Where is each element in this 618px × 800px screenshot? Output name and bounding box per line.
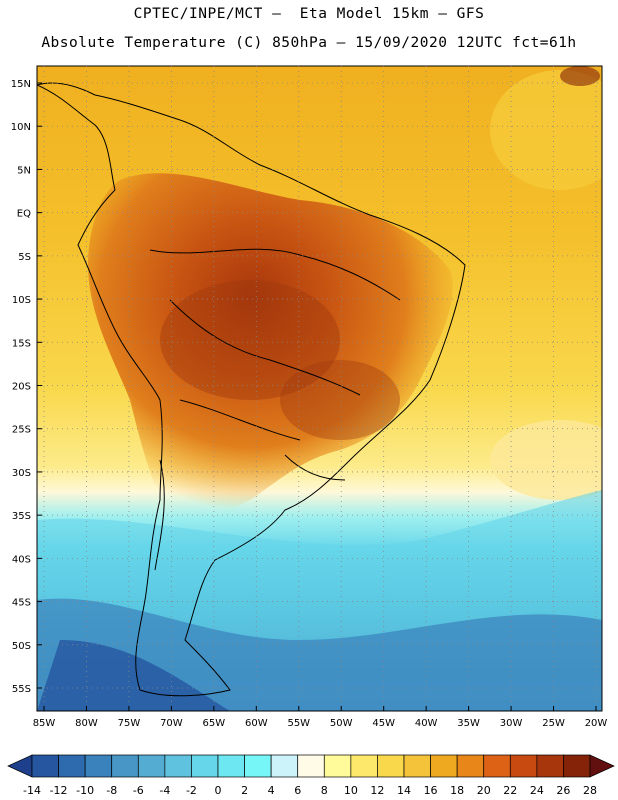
lon-label: 40W [415, 718, 438, 729]
colorbar-label: -14 [23, 784, 41, 797]
lon-label: 45W [372, 718, 395, 729]
colorbar-label: 8 [321, 784, 328, 797]
lon-label: 50W [330, 718, 353, 729]
colorbar-swatch [137, 754, 166, 778]
colorbar-swatch [191, 754, 219, 778]
lon-label: 85W [33, 718, 56, 729]
colorbar-swatch [111, 754, 139, 778]
colorbar-swatch [31, 754, 59, 778]
colorbar-label: 22 [503, 784, 517, 797]
lat-label: 40S [12, 554, 31, 565]
colorbar-swatch [430, 754, 458, 778]
lat-label: 10N [11, 122, 31, 133]
colorbar-label: 14 [397, 784, 411, 797]
colorbar-label: -10 [76, 784, 94, 797]
graticule [37, 66, 602, 711]
colorbar-swatch [509, 754, 538, 778]
lat-label: 30S [12, 468, 31, 479]
colorbar-swatch [270, 754, 299, 778]
colorbar-label: -12 [50, 784, 68, 797]
lat-label: 25S [12, 425, 31, 436]
colorbar-swatch [164, 754, 192, 778]
lat-label: 45S [12, 598, 31, 609]
longitude-labels: 85W 80W 75W 70W 65W 60W 55W 50W 45W 40W 35W 30W 25W 2… [33, 718, 608, 729]
colorbar-label: -8 [106, 784, 117, 797]
lon-label: 65W [203, 718, 226, 729]
lat-label: 35S [12, 511, 31, 522]
title-line-2: Absolute Temperature (C) 850hPa – 15/09/… [41, 35, 577, 51]
colorbar-swatch [58, 754, 86, 778]
colorbar-swatch [483, 754, 511, 778]
lat-label: 50S [12, 641, 31, 652]
lon-label: 25W [542, 718, 565, 729]
colorbar-label: 0 [215, 784, 222, 797]
colorbar-label: 4 [268, 784, 275, 797]
lat-label: 15S [12, 338, 31, 349]
lat-label: 20S [12, 382, 31, 393]
colorbar-swatch [297, 754, 325, 778]
colorbar-label: 10 [344, 784, 358, 797]
colorbar-label: 12 [370, 784, 384, 797]
colorbar-label: 6 [294, 784, 301, 797]
lat-label: 55S [12, 684, 31, 695]
latitude-labels: 15N 10N 5N EQ 5S 10S 15S 20S 25S 30S 35S 40S 45S 50S 5… [11, 79, 31, 695]
colorbar-label: 16 [424, 784, 438, 797]
colorbar-swatch [377, 754, 405, 778]
colorbar-swatch [536, 754, 564, 778]
colorbar-swatch [244, 754, 272, 778]
colorbar-swatch [84, 754, 113, 778]
map-frame [36, 65, 603, 712]
colorbar-swatch [217, 754, 245, 778]
colorbar-swatch [403, 754, 431, 778]
lat-label: 10S [12, 295, 31, 306]
lat-label: 5N [17, 165, 31, 176]
lon-label: 55W [287, 718, 310, 729]
colorbar-label: -4 [159, 784, 170, 797]
lon-label: 80W [75, 718, 98, 729]
colorbar-label: -6 [133, 784, 144, 797]
colorbar-label: 24 [530, 784, 544, 797]
colorbar-label: 2 [241, 784, 248, 797]
colorbar-high-arrow [589, 754, 615, 778]
colorbar-label: 26 [556, 784, 570, 797]
colorbar-swatch [323, 754, 352, 778]
colorbar-swatch [456, 754, 485, 778]
colorbar-swatch [563, 754, 591, 778]
lon-label: 70W [160, 718, 183, 729]
lat-label: 15N [11, 79, 31, 90]
lon-label: 35W [457, 718, 480, 729]
lat-label: EQ [17, 209, 31, 220]
map-plot-area [37, 66, 602, 711]
lon-label: 30W [500, 718, 523, 729]
colorbar-label: 28 [583, 784, 597, 797]
lon-label: 75W [118, 718, 141, 729]
title-line-1: CPTEC/INPE/MCT – Eta Model 15km – GFS [133, 6, 485, 22]
lon-label: 60W [245, 718, 268, 729]
lat-label: 5S [18, 252, 31, 263]
colorbar-label: -2 [186, 784, 197, 797]
colorbar-label: 18 [450, 784, 464, 797]
colorbar-swatch [350, 754, 378, 778]
lon-label: 20W [585, 718, 608, 729]
colorbar-low-arrow [7, 754, 33, 778]
colorbar-label: 20 [477, 784, 491, 797]
